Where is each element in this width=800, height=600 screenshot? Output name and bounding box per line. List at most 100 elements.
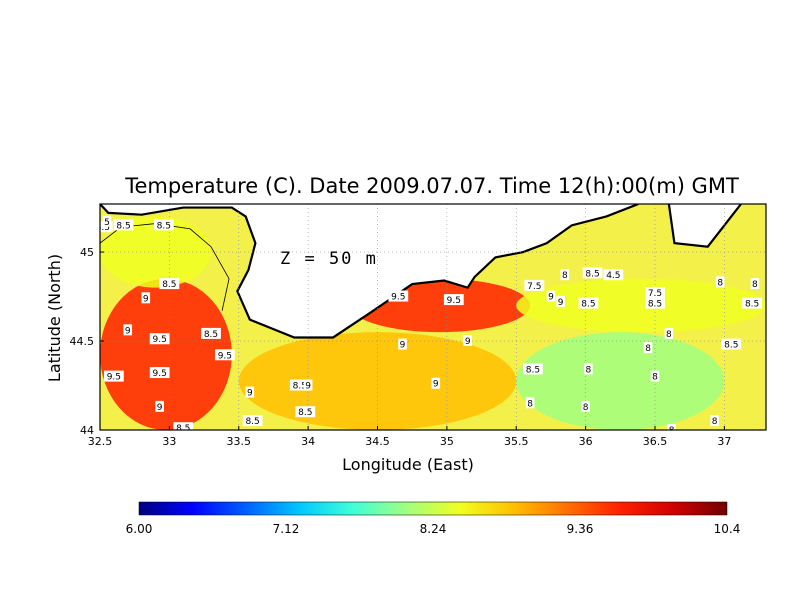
contour-label-box <box>578 297 599 309</box>
contour-label: 8 <box>667 424 676 430</box>
contour-label-box <box>664 327 674 339</box>
contour-label: 9.5 <box>103 370 124 383</box>
contour-label-box <box>102 215 112 227</box>
contour-label-box <box>153 219 174 231</box>
colorbar-tick-label: 7.12 <box>273 522 300 536</box>
contour-label: 9 <box>546 290 556 303</box>
temperature-region-east-cool <box>516 332 725 430</box>
contour-label: 8 <box>750 278 760 290</box>
contour-label: 8 <box>560 269 570 281</box>
contour-label-text: 8.5 <box>176 424 190 434</box>
coastline-east <box>667 204 742 248</box>
contour-label: 9 <box>463 335 472 347</box>
contour-label-box <box>584 363 593 375</box>
contour-label: 8.5 <box>645 297 665 310</box>
contour-label-text: 8 <box>645 344 651 354</box>
contour-label-box <box>715 276 725 288</box>
contour-label: 9 <box>123 324 133 336</box>
contour-label: 9 <box>141 292 151 304</box>
contour-label-text: 8 <box>562 271 568 281</box>
crimea-land <box>100 204 639 338</box>
temperature-region-central <box>238 332 517 430</box>
contour-label-text: 9 <box>157 403 163 413</box>
contour-label: 8.5 <box>295 406 316 418</box>
contour-label-text: 5 <box>104 218 110 228</box>
contour-label-text: 9.5 <box>391 293 405 303</box>
caucasus-land <box>668 204 742 247</box>
contour-label-text: 8 <box>527 399 533 409</box>
contour-label: 9 <box>245 386 255 399</box>
contour-label: 9 <box>556 295 565 308</box>
x-tick-label: 32.5 <box>88 435 113 448</box>
contour-label: 8 <box>650 370 660 383</box>
contour-label-box <box>463 335 472 347</box>
y-axis-label: Latitude (North) <box>45 254 64 382</box>
contour-label: 8 <box>643 342 653 354</box>
contour-label-box <box>149 367 170 379</box>
contour-label-text: 8 <box>717 278 723 288</box>
contour-label-text: 8 <box>652 373 658 383</box>
contour-label-text: 9.5 <box>152 335 166 345</box>
contour-label: 8 <box>525 397 535 409</box>
contour-label: 5 <box>102 215 112 228</box>
x-axis-ticks: 32.5 33 33.5 34 34.5 35 35.5 36 36.5 37 <box>88 426 731 448</box>
contour-label-box <box>582 267 603 279</box>
contour-label-box <box>103 370 124 382</box>
contour-label: 9 <box>303 379 313 392</box>
contour-label-text: 8 <box>586 365 592 375</box>
contour-label-text: 8 <box>583 403 589 413</box>
contour-label-text: 9 <box>247 389 253 399</box>
contour-label: 8.5 <box>523 363 543 375</box>
contour-label: 9.5 <box>443 294 464 306</box>
contour-label-box <box>750 278 760 290</box>
contour-label: 8 <box>715 276 725 288</box>
contour-label-box <box>443 294 464 306</box>
contour-label-text: 9.5 <box>107 373 121 383</box>
temperature-region-west-shelf <box>100 216 211 288</box>
contour-label-text: 8 <box>666 330 672 340</box>
contour-label: 7.5 <box>524 279 545 292</box>
contour-label-box <box>667 424 676 430</box>
contour-label-box <box>149 333 170 345</box>
y-tick-label: 45 <box>80 246 94 259</box>
contour-label-box <box>295 406 316 418</box>
contour-label-text: 9 <box>305 382 311 392</box>
contour-label-box <box>650 370 660 382</box>
colorbar-tick-label: 10.4 <box>714 522 741 536</box>
contour-label-text: 9.5 <box>152 369 166 379</box>
contour-label: 9 <box>398 338 407 351</box>
colorbar-tick-label: 6.00 <box>126 522 153 536</box>
coastline <box>100 204 639 339</box>
contour-label-text: 8.5 <box>116 221 130 231</box>
contour-label-box <box>546 290 556 302</box>
contour-label-text: 8.5 <box>585 269 599 279</box>
x-tick-label: 36.5 <box>643 435 668 448</box>
contour-label-text: 9 <box>558 298 564 308</box>
x-tick-label: 35 <box>440 435 454 448</box>
contour-label-text: 9 <box>143 294 149 304</box>
contour-label-box <box>201 327 221 339</box>
contour-label-text: 9 <box>465 337 471 347</box>
contour-label-text: 9 <box>433 380 439 390</box>
contour-label-text: 8.5 <box>162 280 176 290</box>
contour-label: 8.5 <box>721 338 742 351</box>
contour-label-box <box>742 297 763 309</box>
contour-label-box <box>289 379 310 391</box>
contour-label-box <box>645 286 665 298</box>
contour-label-box <box>388 290 409 302</box>
contour-label-box <box>525 397 535 409</box>
contour-label: 9.5 <box>214 349 235 361</box>
contour-label-box <box>721 338 742 350</box>
contour-label: 9.5 <box>149 333 170 345</box>
contour-label-box <box>581 400 590 412</box>
contour-label-box <box>643 342 653 354</box>
contour-label: 8.5 <box>113 219 134 231</box>
contour-label-box <box>159 278 180 290</box>
contour-label: 9.5 <box>388 290 409 303</box>
contour-label-box <box>303 379 313 391</box>
contour-label-text: 9.5 <box>447 296 461 306</box>
colorbar-tick-label: 8.24 <box>420 522 447 536</box>
contour-label: 8.5 <box>242 415 263 427</box>
y-tick-label: 44.5 <box>70 335 95 348</box>
